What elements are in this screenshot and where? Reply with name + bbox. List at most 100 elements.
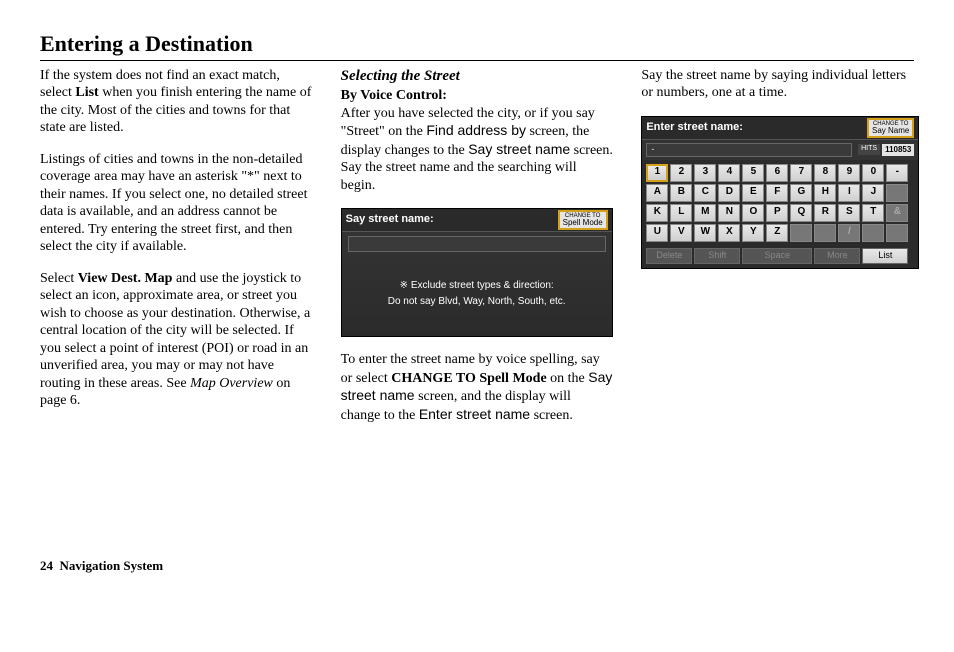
key-7[interactable]: 7 — [790, 164, 812, 182]
delete-button[interactable]: Delete — [646, 248, 692, 264]
key-g[interactable]: G — [790, 184, 812, 202]
col2-para-1: After you have selected the city, or if … — [341, 105, 614, 195]
key-0[interactable]: 0 — [862, 164, 884, 182]
subheading-voice: By Voice Control: — [341, 87, 614, 105]
col1-para-3: Select View Dest. Map and use the joysti… — [40, 270, 313, 410]
hits-label: HITS — [858, 144, 880, 155]
hits-counter: HITS 110853 — [858, 144, 914, 156]
key-3[interactable]: 3 — [694, 164, 716, 182]
more-button[interactable]: More — [814, 248, 860, 264]
screen1-header: Say street name: CHANGE TO Spell Mode — [342, 209, 612, 232]
key-k[interactable]: K — [646, 204, 668, 222]
change-to-spell-mode-button[interactable]: CHANGE TO Spell Mode — [558, 210, 608, 230]
section-heading: Selecting the Street — [341, 67, 614, 86]
screen1-title: Say street name: — [346, 213, 434, 227]
say-street-name: Say street name — [468, 141, 570, 157]
col2-para-2: To enter the street name by voice spelli… — [341, 351, 614, 424]
key-9[interactable]: 9 — [838, 164, 860, 182]
key-n[interactable]: N — [718, 204, 740, 222]
change-to-say-name-button[interactable]: CHANGE TO Say Name — [867, 118, 914, 138]
map-overview-italic: Map Overview — [190, 376, 273, 391]
key-f[interactable]: F — [766, 184, 788, 202]
enter-street-name-screen: Enter street name: CHANGE TO Say Name - … — [641, 116, 919, 269]
view-dest-map-bold: View Dest. Map — [78, 271, 173, 286]
shift-button[interactable]: Shift — [694, 248, 740, 264]
change-label: Say Name — [872, 126, 909, 135]
hits-value: 110853 — [882, 144, 914, 156]
enter-street-name: Enter street name — [419, 406, 530, 422]
key-m[interactable]: M — [694, 204, 716, 222]
col3-para-1: Say the street name by saying individual… — [641, 67, 914, 102]
key-z[interactable]: Z — [766, 224, 788, 242]
footer-label: Navigation System — [60, 558, 164, 573]
key-r[interactable]: R — [814, 204, 836, 222]
key-u[interactable]: U — [646, 224, 668, 242]
keyboard-row: UVWXYZ / — [646, 224, 914, 242]
key-blank — [862, 224, 884, 242]
change-label: Spell Mode — [563, 218, 603, 227]
key-v[interactable]: V — [670, 224, 692, 242]
key-blank — [814, 224, 836, 242]
find-address-by: Find address by — [426, 122, 526, 138]
screen1-input-field[interactable] — [348, 236, 606, 252]
key-i[interactable]: I — [838, 184, 860, 202]
keyboard-row: ABCDEFGHIJ — [646, 184, 914, 202]
text: on the — [547, 371, 589, 386]
list-button[interactable]: List — [862, 248, 908, 264]
key-w[interactable]: W — [694, 224, 716, 242]
column-3: Say the street name by saying individual… — [641, 67, 914, 439]
text: Select — [40, 271, 78, 286]
msg-line2: Do not say Blvd, Way, North, South, etc. — [350, 294, 604, 310]
msg-line1: ※ Exclude street types & direction: — [350, 278, 604, 294]
key-c[interactable]: C — [694, 184, 716, 202]
key-blank — [790, 224, 812, 242]
key-p[interactable]: P — [766, 204, 788, 222]
key-e[interactable]: E — [742, 184, 764, 202]
key-s[interactable]: S — [838, 204, 860, 222]
key-a[interactable]: A — [646, 184, 668, 202]
content-columns: If the system does not find an exact mat… — [40, 67, 914, 439]
key-blank — [886, 184, 908, 202]
on-screen-keyboard: 1234567890-ABCDEFGHIJKLMNOPQRST&UVWXYZ/ — [642, 160, 918, 248]
key-8[interactable]: 8 — [814, 164, 836, 182]
key--[interactable]: - — [886, 164, 908, 182]
screen2-title: Enter street name: — [646, 121, 743, 135]
keyboard-bottom-row: Delete Shift Space More List — [642, 248, 918, 268]
key-o[interactable]: O — [742, 204, 764, 222]
key-b[interactable]: B — [670, 184, 692, 202]
key-h[interactable]: H — [814, 184, 836, 202]
say-street-name-screen: Say street name: CHANGE TO Spell Mode ※ … — [341, 208, 613, 337]
screen2-input-field[interactable]: - — [646, 143, 852, 157]
space-button[interactable]: Space — [742, 248, 812, 264]
key-q[interactable]: Q — [790, 204, 812, 222]
key-d[interactable]: D — [718, 184, 740, 202]
key-4[interactable]: 4 — [718, 164, 740, 182]
key-&[interactable]: & — [886, 204, 908, 222]
col1-para-2: Listings of cities and towns in the non-… — [40, 151, 313, 256]
text: and use the joystick to select an icon, … — [40, 271, 310, 391]
screen2-header: Enter street name: CHANGE TO Say Name — [642, 117, 918, 140]
key-/[interactable]: / — [838, 224, 860, 242]
key-blank — [886, 224, 908, 242]
keyboard-row: KLMNOPQRST& — [646, 204, 914, 222]
key-x[interactable]: X — [718, 224, 740, 242]
key-y[interactable]: Y — [742, 224, 764, 242]
change-to-spell-mode-bold: CHANGE TO Spell Mode — [391, 371, 546, 386]
page-footer: 24 Navigation System — [40, 558, 914, 574]
key-l[interactable]: L — [670, 204, 692, 222]
list-bold: List — [75, 85, 98, 100]
key-5[interactable]: 5 — [742, 164, 764, 182]
key-2[interactable]: 2 — [670, 164, 692, 182]
key-t[interactable]: T — [862, 204, 884, 222]
key-1[interactable]: 1 — [646, 164, 668, 182]
key-j[interactable]: J — [862, 184, 884, 202]
keyboard-row: 1234567890- — [646, 164, 914, 182]
screen2-input-row: - HITS 110853 — [642, 140, 918, 160]
screen1-instruction: ※ Exclude street types & direction: Do n… — [342, 252, 612, 336]
key-6[interactable]: 6 — [766, 164, 788, 182]
column-2: Selecting the Street By Voice Control: A… — [341, 67, 614, 439]
page-number: 24 — [40, 558, 53, 573]
page-title: Entering a Destination — [40, 30, 914, 61]
col1-para-1: If the system does not find an exact mat… — [40, 67, 313, 137]
text: screen. — [530, 408, 573, 423]
